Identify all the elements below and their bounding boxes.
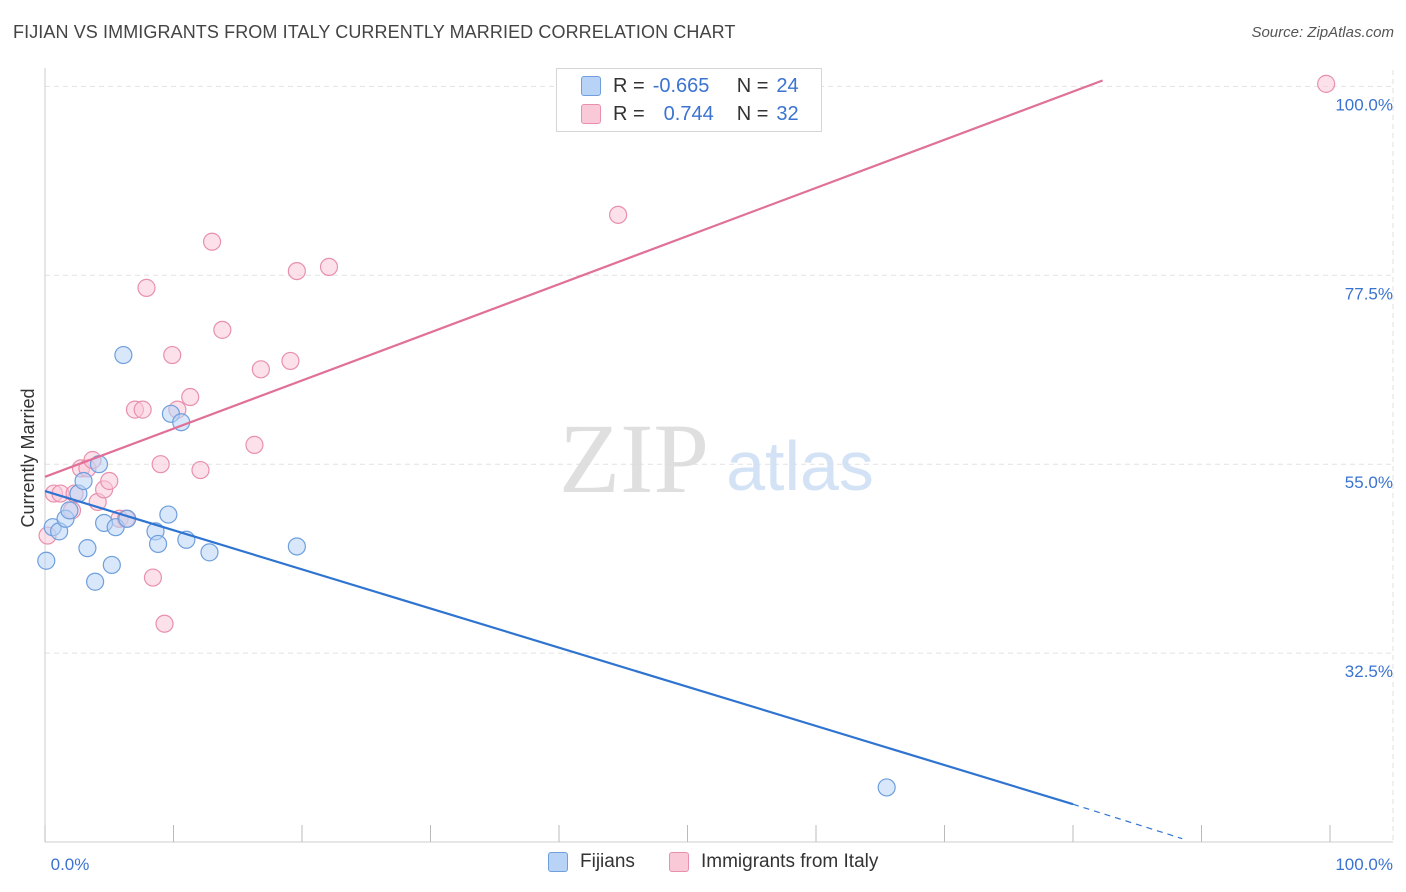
n-value: 32 <box>776 102 799 125</box>
italy-point <box>213 320 232 339</box>
italy-point <box>281 351 300 371</box>
n-label: N = <box>736 102 769 125</box>
r-label: R = <box>613 74 645 97</box>
watermark-zip: ZIP <box>559 403 709 514</box>
legend-item-italy[interactable]: Immigrants from Italy <box>669 851 878 873</box>
x-tick-labels: 0.0% 100.0% <box>51 855 1393 874</box>
r-value: -0.665 <box>652 74 710 97</box>
data-points <box>37 74 1336 797</box>
y-tick-label: 32.5% <box>1345 662 1393 681</box>
n-label: N = <box>736 74 769 97</box>
n-value: 24 <box>776 74 799 97</box>
legend-row-italy: R = 0.744 N = 32 <box>581 102 799 126</box>
italy-point <box>245 435 264 454</box>
chart-title: FIJIAN VS IMMIGRANTS FROM ITALY CURRENTL… <box>13 22 736 42</box>
axes <box>44 68 1393 843</box>
italy-point <box>143 568 163 587</box>
watermark: ZIP atlas <box>559 403 874 514</box>
italy-point <box>1317 74 1336 93</box>
italy-trend-line <box>44 79 1103 478</box>
italy-point <box>151 455 170 474</box>
x-tick-label: 100.0% <box>1335 855 1393 874</box>
italy-point <box>251 360 270 379</box>
fijians-point <box>102 555 121 575</box>
fijians-point <box>200 543 219 562</box>
r-label: R = <box>613 102 645 125</box>
italy-point <box>133 400 152 419</box>
legend-item-fijians[interactable]: Fijians <box>548 851 635 873</box>
italy-point <box>287 261 306 281</box>
x-tick-label: 0.0% <box>51 855 90 874</box>
watermark-atlas: atlas <box>726 427 874 505</box>
legend-label-italy: Immigrants from Italy <box>701 851 879 872</box>
italy-point <box>181 387 200 407</box>
legend-label-fijians: Fijians <box>580 851 635 872</box>
r-value: 0.744 <box>663 102 714 125</box>
fijians-point <box>74 471 93 491</box>
trend-lines <box>44 79 1183 840</box>
y-tick-label: 55.0% <box>1345 473 1393 492</box>
italy-point <box>191 460 210 480</box>
italy-point <box>137 278 156 297</box>
y-tick-label: 77.5% <box>1345 284 1393 303</box>
fijians-point <box>877 778 896 797</box>
fijians-point <box>60 501 79 520</box>
fijians-trend-extension <box>1072 803 1183 840</box>
italy-point <box>609 205 628 224</box>
y-axis-label: Currently Married <box>18 388 38 527</box>
legend-row-fijians: R = -0.665 N = 24 <box>581 74 799 98</box>
fijians-swatch <box>581 76 601 96</box>
grid-lines <box>45 70 1394 842</box>
italy-point <box>100 471 119 491</box>
fijians-point <box>287 537 306 556</box>
source-credit: Source: ZipAtlas.com <box>1251 24 1394 41</box>
fijians-trend-line <box>44 490 1074 806</box>
fijians-point <box>37 551 56 570</box>
correlation-legend: R = -0.665 N = 24 R = 0.744 N = 32 <box>556 68 822 132</box>
fijians-point <box>78 539 97 558</box>
y-tick-labels: 32.5% 55.0% 77.5% 100.0% <box>1335 95 1393 681</box>
italy-legend-swatch <box>669 852 689 872</box>
y-tick-label: 100.0% <box>1335 95 1393 114</box>
italy-point <box>155 614 174 633</box>
italy-point <box>319 257 339 277</box>
fijians-point <box>86 572 105 591</box>
italy-point <box>163 345 182 365</box>
fijians-point <box>114 345 133 365</box>
italy-swatch <box>581 104 601 124</box>
italy-point <box>202 232 222 251</box>
fijians-point <box>148 534 168 554</box>
series-legend: Fijians Immigrants from Italy <box>0 851 1406 877</box>
fijians-point <box>159 505 178 524</box>
fijians-legend-swatch <box>548 852 568 872</box>
